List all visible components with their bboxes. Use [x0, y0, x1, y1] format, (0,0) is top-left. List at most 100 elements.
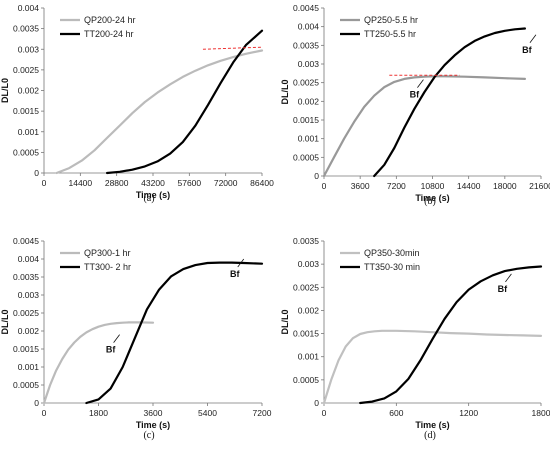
y-tick-label: 0.0025	[13, 308, 39, 318]
x-tick-label: 86400	[250, 178, 274, 188]
x-tick-label: 5400	[198, 408, 217, 418]
legend-label: QP250-5.5 hr	[364, 15, 418, 25]
x-tick-label: 14400	[457, 181, 481, 191]
x-tick-label: 18000	[493, 181, 517, 191]
series-line-2	[106, 29, 264, 175]
y-tick-label: 0.0035	[13, 272, 39, 282]
y-axis-label: DL/L0	[280, 309, 290, 334]
series-line-1	[322, 329, 543, 405]
annotation-label: Bf	[522, 45, 532, 55]
x-tick-label: 1800	[532, 408, 550, 418]
y-tick-label: 0.002	[298, 96, 320, 106]
y-tick-label: 0.002	[18, 326, 40, 336]
y-tick-label: 0.0045	[293, 3, 319, 13]
chart-panel-3: 0 0.0005 0.001 0.0015 0.002 0.0025 0.003 0.0035…	[0, 236, 272, 441]
y-tick-label: 0.0015	[293, 329, 319, 339]
panel-label: (c)	[143, 430, 154, 441]
y-tick-label: 0.0005	[13, 147, 39, 157]
x-tick-label: 600	[389, 408, 403, 418]
y-tick-label: 0.0015	[13, 106, 39, 116]
y-tick-label: 0.0005	[293, 375, 319, 385]
legend-label: QP200-24 hr	[84, 15, 136, 25]
y-tick-label: 0.004	[298, 22, 320, 32]
x-tick-label: 57600	[178, 178, 202, 188]
y-axis-label: DL/L0	[280, 79, 290, 104]
y-tick-label: 0.003	[298, 259, 320, 269]
legend-label: TT300- 2 hr	[84, 262, 131, 272]
y-tick-label: 0	[34, 168, 39, 178]
x-tick-label: 0	[42, 408, 47, 418]
y-tick-label: 0.0005	[13, 380, 39, 390]
y-tick-label: 0.0015	[293, 115, 319, 125]
y-tick-label: 0	[314, 398, 319, 408]
series-line-1	[42, 321, 155, 405]
dashed-reference-line	[202, 46, 263, 50]
y-tick-label: 0.001	[298, 352, 320, 362]
y-tick-label: 0	[314, 171, 319, 181]
y-tick-label: 0	[34, 398, 39, 408]
x-tick-label: 0	[322, 408, 327, 418]
x-tick-label: 3600	[144, 408, 163, 418]
legend-label: QP350-30min	[364, 248, 420, 258]
chart-panel-1: 0 0.0005 0.001 0.0015 0.002 0.0025 0.003 0.0035…	[0, 3, 274, 204]
y-tick-label: 0.0035	[13, 24, 39, 34]
x-tick-label: 3600	[351, 181, 370, 191]
x-tick-label: 43200	[141, 178, 165, 188]
y-tick-label: 0.0025	[293, 78, 319, 88]
x-tick-label: 0	[322, 181, 327, 191]
annotation-arrow	[237, 258, 245, 268]
y-tick-label: 0.003	[18, 44, 40, 54]
x-tick-label: 28800	[105, 178, 129, 188]
annotation-arrow	[505, 273, 512, 283]
series-line-2	[359, 265, 543, 405]
chart-panel-2: 0 0.0005 0.001 0.0015 0.002 0.0025 0.003 0.0035…	[280, 3, 550, 207]
x-tick-label: 7200	[253, 408, 272, 418]
annotation-label: Bf	[230, 269, 240, 279]
y-tick-label: 0.0035	[293, 236, 319, 246]
legend-label: TT250-5.5 hr	[364, 29, 416, 39]
annotation-arrow	[529, 34, 537, 44]
y-tick-label: 0.001	[18, 127, 40, 137]
x-tick-label: 14400	[69, 178, 93, 188]
series-line-1	[322, 75, 526, 178]
annotation-label: Bf	[106, 345, 116, 355]
y-tick-label: 0.002	[298, 305, 320, 315]
panel-label: (b)	[424, 196, 436, 207]
x-axis-label: Time (s)	[415, 420, 449, 430]
annotation-label: Bf	[498, 284, 508, 294]
y-tick-label: 0.0045	[13, 236, 39, 246]
y-tick-label: 0.004	[18, 3, 40, 13]
x-tick-label: 1200	[459, 408, 478, 418]
y-tick-label: 0.0015	[13, 344, 39, 354]
annotation-label: Bf	[410, 90, 420, 100]
series-line-2	[85, 261, 264, 405]
y-tick-label: 0.002	[18, 86, 40, 96]
legend-label: TT200-24 hr	[84, 29, 134, 39]
x-tick-label: 72000	[214, 178, 238, 188]
x-tick-label: 21600	[529, 181, 550, 191]
legend-label: TT350-30 min	[364, 262, 420, 272]
y-tick-label: 0.001	[298, 134, 320, 144]
y-tick-label: 0.003	[18, 290, 40, 300]
x-axis-label: Time (s)	[136, 420, 170, 430]
y-tick-label: 0.0035	[293, 40, 319, 50]
x-axis-label: Time (s)	[136, 190, 170, 200]
y-tick-label: 0.001	[18, 362, 40, 372]
panel-label: (a)	[143, 193, 154, 204]
y-tick-label: 0.004	[18, 254, 40, 264]
x-tick-label: 0	[42, 178, 47, 188]
x-tick-label: 1800	[89, 408, 108, 418]
legend-label: QP300-1 hr	[84, 248, 131, 258]
x-tick-label: 7200	[387, 181, 406, 191]
y-tick-label: 0.0025	[13, 65, 39, 75]
x-tick-label: 10800	[421, 181, 445, 191]
x-axis-label: Time (s)	[415, 193, 449, 203]
series-line-1	[55, 49, 264, 175]
y-axis-label: DL/L0	[0, 309, 10, 334]
y-tick-label: 0.0025	[293, 282, 319, 292]
annotation-arrow	[417, 79, 424, 88]
chart-panel-4: 0 0.0005 0.001 0.0015 0.002 0.0025 0.003 0.0035…	[280, 236, 550, 441]
y-tick-label: 0.003	[298, 59, 320, 69]
y-tick-label: 0.0005	[293, 152, 319, 162]
series-line-2	[373, 27, 526, 178]
